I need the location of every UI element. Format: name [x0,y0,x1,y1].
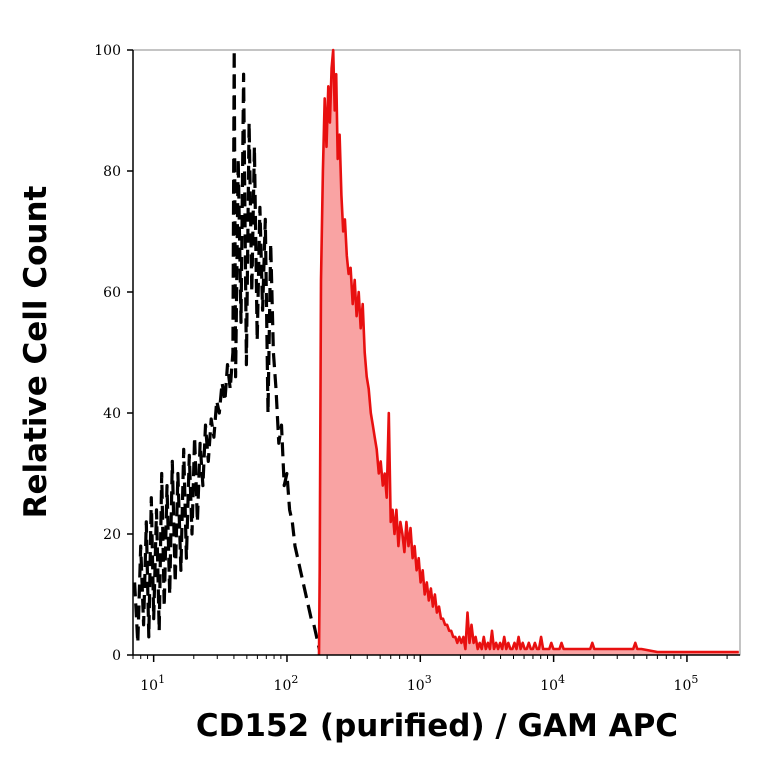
y-tick-label: 100 [94,43,121,59]
series-2-line [317,48,739,656]
series-2-fill [319,50,739,655]
plot-area [132,48,741,656]
x-tick-label: 101 [140,673,165,694]
y-tick-label: 80 [103,164,121,180]
y-axis-ticks: 0 20 40 60 80 100 [94,43,133,664]
y-tick-label: 20 [103,527,121,543]
x-tick-label: 103 [407,673,432,694]
y-tick-label: 40 [103,406,121,422]
y-axis-title: Relative Cell Count [18,185,54,518]
y-tick-label: 0 [112,648,121,664]
x-tick-label: 104 [540,673,565,694]
x-axis-ticks: 101 102 103 104 105 [132,655,728,694]
y-tick-label: 60 [103,285,121,301]
x-axis-title: CD152 (purified) / GAM APC [196,708,678,744]
plot-frame [132,49,741,656]
series-1-line [133,48,324,656]
x-tick-label: 105 [674,673,699,694]
x-tick-label: 102 [274,673,299,694]
